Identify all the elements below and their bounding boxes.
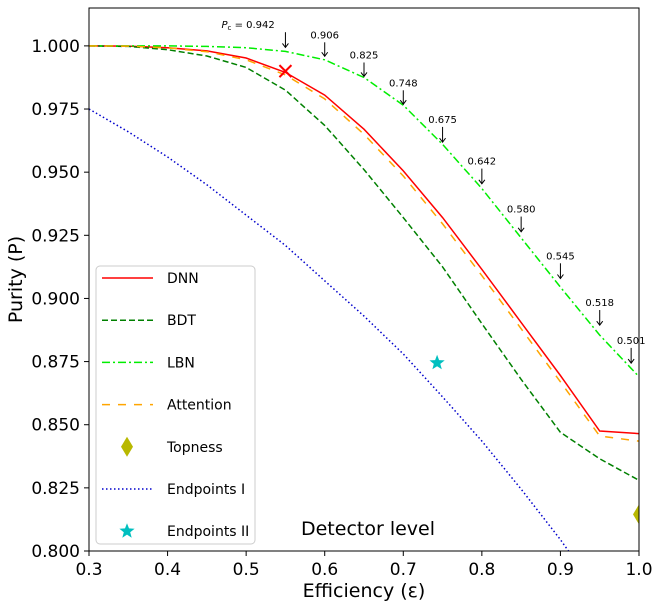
x-tick-label: 0.3 <box>75 560 102 580</box>
annotation-arrowhead <box>282 43 289 49</box>
y-tick-label: 0.975 <box>31 100 80 120</box>
y-tick-label: 0.850 <box>31 416 80 436</box>
legend-dnn-label: DNN <box>167 271 199 287</box>
annotation-label: 0.825 <box>350 51 379 62</box>
annotation-prefix: P <box>222 20 229 31</box>
annotation-eq: = <box>231 20 246 31</box>
bdt-line <box>89 45 639 481</box>
legend: DNN BDT LBN Attention Topness Endpoints I Endp… <box>95 265 256 545</box>
x-tick-label: 1.0 <box>625 560 652 580</box>
x-axis-label: Efficiency (ε) <box>303 580 426 602</box>
lbn-line <box>89 45 639 378</box>
endpoints-i-line <box>89 108 570 551</box>
y-tick-label: 1.000 <box>31 37 80 57</box>
y-tick-label: 0.925 <box>31 226 80 246</box>
y-tick-label: 0.800 <box>31 542 80 562</box>
plot-area <box>89 45 639 551</box>
annotation-label: 0.906 <box>310 30 339 41</box>
y-axis-label: Purity (P) <box>5 236 27 323</box>
annotation-arrowhead <box>321 51 329 58</box>
annotation-arrowhead <box>439 137 446 143</box>
legend-topness-marker <box>121 436 133 457</box>
annotation-arrowhead <box>627 358 635 364</box>
axes: 0.3 0.4 0.5 0.6 0.7 0.8 0.9 1.0 0.800 0.825 0.850 0… <box>5 7 653 602</box>
legend-attention-label: Attention <box>167 398 232 414</box>
annotation-label: 0.748 <box>389 78 418 89</box>
x-tick-label: 0.4 <box>154 560 181 580</box>
y-tick-label: 0.825 <box>31 479 80 499</box>
axes-frame <box>88 7 640 552</box>
annotation-arrowhead <box>360 72 368 78</box>
detector-level-label: Detector level <box>301 518 435 540</box>
x-tick-label: 0.6 <box>311 560 338 580</box>
cut-point-marker <box>278 64 293 78</box>
legend-topness-label: Topness <box>166 440 223 456</box>
attention-line <box>89 45 639 442</box>
annotation-value: 0.942 <box>246 20 275 31</box>
annotation-label: 0.518 <box>585 298 614 309</box>
annotation-arrowhead <box>517 227 525 233</box>
y-tick-label: 0.900 <box>31 289 80 309</box>
annotation-arrowhead <box>399 99 407 106</box>
legend-endpoints-i-label: Endpoints I <box>167 482 245 498</box>
y-tick-label: 0.950 <box>31 163 80 183</box>
annotation-label: Pc = 0.942 <box>222 20 275 32</box>
dnn-line <box>89 45 639 435</box>
legend-box <box>95 265 256 545</box>
annotation-label: 0.580 <box>507 205 536 216</box>
annotation-arrowhead <box>596 320 604 327</box>
x-tick-label: 0.5 <box>233 560 260 580</box>
annotation-subscript: c <box>228 24 232 32</box>
annotation-label: 0.642 <box>468 157 497 168</box>
annotation-label: 0.501 <box>617 336 646 347</box>
legend-endpoints-ii-label: Endpoints II <box>167 524 249 540</box>
legend-lbn-label: LBN <box>167 355 195 371</box>
y-tick-label: 0.875 <box>31 353 80 373</box>
x-tick-label: 0.7 <box>390 560 417 580</box>
annotation-arrowhead <box>478 179 486 185</box>
annotation-arrowhead <box>557 274 564 280</box>
endpoints-ii-marker <box>429 354 445 370</box>
topness-marker <box>633 504 639 525</box>
legend-endpoints-ii-marker <box>119 523 135 538</box>
x-tick-label: 0.9 <box>547 560 574 580</box>
legend-bdt-label: BDT <box>167 313 196 329</box>
cut-annotations: Pc = 0.942 0.906 0.825 0.748 0.675 0.642 0.580… <box>222 20 646 364</box>
annotation-label: 0.675 <box>428 115 457 126</box>
x-tick-label: 0.8 <box>468 560 495 580</box>
annotation-label: 0.545 <box>546 251 575 262</box>
